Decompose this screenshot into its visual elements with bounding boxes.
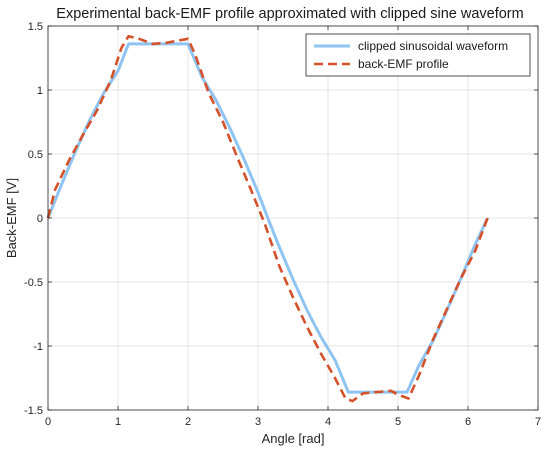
axis-ticks: 0 1 2 3 4 5 6 7 -1.5 -1 -0.5 0 0.5 1 1.5: [24, 21, 541, 428]
y-tick-label: -1.5: [24, 405, 43, 417]
y-tick-label: 0: [37, 213, 43, 225]
grid-lines: [47, 25, 539, 411]
x-tick-label: 5: [395, 416, 401, 428]
y-tick-label: -1: [33, 341, 43, 353]
legend-box: [305, 33, 531, 77]
y-tick-label: 1.5: [28, 21, 43, 33]
legend: clipped sinusoidal waveform back-EMF prof…: [305, 33, 531, 77]
chart-title: Experimental back-EMF profile approximat…: [56, 6, 523, 22]
x-axis-label: Angle [rad]: [262, 431, 325, 446]
y-tick-label: 1: [37, 85, 43, 97]
x-tick-label: 6: [465, 416, 471, 428]
x-tick-label: 2: [185, 416, 191, 428]
plot-series: [46, 34, 489, 403]
x-tick-label: 1: [115, 416, 121, 428]
legend-label-1: clipped sinusoidal waveform: [358, 39, 508, 53]
x-tick-label: 4: [325, 416, 331, 428]
y-axis-label: Back-EMF [V]: [4, 178, 19, 258]
legend-label-2: back-EMF profile: [358, 57, 449, 71]
series-line-1: [46, 42, 489, 394]
x-tick-label: 3: [255, 416, 261, 428]
series-line-2: [46, 34, 489, 403]
y-tick-label: 0.5: [28, 149, 43, 161]
x-tick-label: 7: [535, 416, 541, 428]
y-tick-label: -0.5: [24, 277, 43, 289]
x-tick-label: 0: [45, 416, 51, 428]
